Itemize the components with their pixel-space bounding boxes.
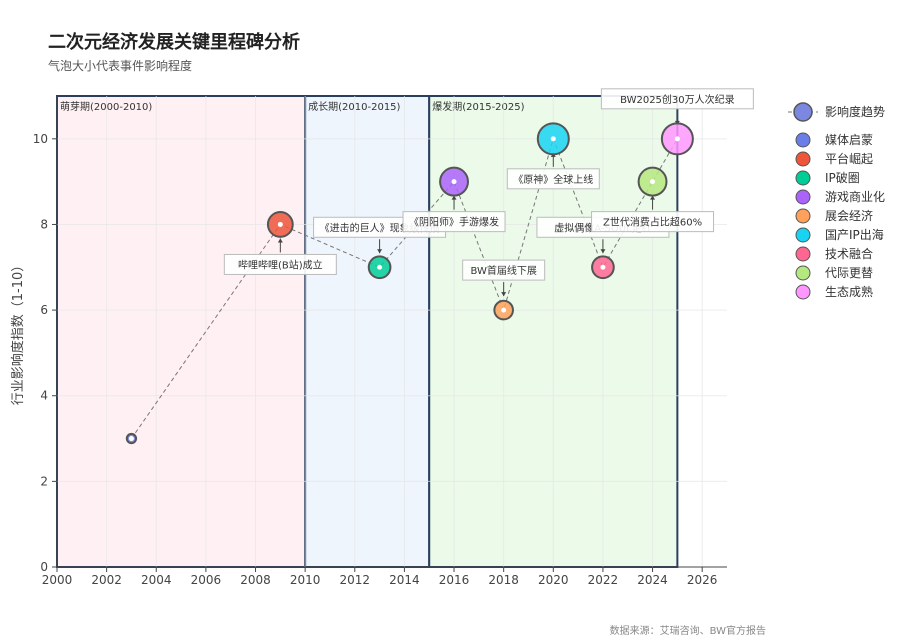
annotation-label: BW首届线下展 — [470, 264, 536, 277]
annotation-box — [462, 259, 546, 281]
bubble-center-dot — [674, 136, 680, 142]
period-band-1 — [56, 95, 307, 568]
x-tick-label: 2014 — [389, 573, 420, 587]
bubble-center-dot — [600, 264, 606, 270]
x-tick-label: 2020 — [538, 573, 569, 587]
legend-marker-3 — [795, 170, 811, 186]
chart-subtitle: 气泡大小代表事件影响程度 — [48, 58, 192, 73]
bubble-center-dot — [277, 221, 283, 227]
trend-line — [131, 137, 678, 439]
legend-label-8: 代际更替 — [825, 266, 873, 280]
period-band-2 — [304, 95, 431, 568]
x-tick-label: 2002 — [91, 573, 122, 587]
legend-label-6: 国产IP出海 — [825, 227, 884, 242]
annotation-label: 《原神》全球上线 — [513, 173, 593, 186]
legend-marker-9 — [795, 284, 811, 300]
annotation-arrowhead — [501, 292, 507, 297]
legend-marker-7 — [795, 246, 811, 262]
period-shading-layer: 萌芽期(2000-2010)成长期(2010-2015)爆发期(2015-202… — [56, 95, 679, 568]
x-tick-label: 2026 — [687, 573, 718, 587]
legend-marker-1 — [795, 132, 811, 148]
annotation-box — [223, 253, 337, 275]
x-tick-label: 2006 — [191, 573, 222, 587]
y-tick-label: 10 — [33, 132, 48, 146]
legend-trend-marker — [793, 102, 813, 122]
annotation-box — [506, 168, 600, 190]
bubble-layer — [125, 122, 694, 445]
legend-marker-8 — [795, 265, 811, 281]
annotation-label: Z世代消费占比超60% — [603, 216, 702, 229]
y-tick-label: 8 — [40, 217, 48, 231]
legend-label-9: 生态成熟 — [825, 284, 873, 299]
legend-marker-6 — [795, 227, 811, 243]
annotation-box — [591, 211, 715, 233]
annotation-arrowhead — [600, 249, 606, 254]
y-tick-label: 0 — [40, 560, 48, 574]
y-tick-label: 2 — [40, 474, 48, 488]
bubble-center-dot — [650, 179, 656, 185]
period-label-3: 爆发期(2015-2025) — [432, 100, 524, 113]
bubble-center-dot — [377, 264, 383, 270]
annotation-layer: 哔哩哔哩(B站)成立《进击的巨人》现象级传播《阴阳师》手游爆发BW首届线下展《原… — [223, 88, 754, 297]
annotation-label: 哔哩哔哩(B站)成立 — [238, 258, 323, 271]
chart-title: 二次元经济发展关键里程碑分析 — [48, 31, 300, 53]
annotation-arrowhead — [277, 238, 283, 243]
x-tick-label: 2016 — [439, 573, 470, 587]
bubble-center-dot — [451, 179, 457, 185]
x-tick-label: 2018 — [488, 573, 519, 587]
annotation-label: 《阴阳师》手游爆发 — [409, 216, 499, 229]
legend-label-7: 技术融合 — [825, 246, 873, 261]
legend-label-5: 展会经济 — [825, 208, 873, 223]
x-tick-label: 2024 — [637, 573, 668, 587]
bubble-center-dot — [550, 136, 556, 142]
legend-label-1: 媒体启蒙 — [825, 133, 873, 147]
x-tick-label: 2010 — [290, 573, 321, 587]
legend-label-4: 游戏商业化 — [825, 189, 885, 204]
y-tick-label: 4 — [40, 389, 48, 403]
legend-marker-5 — [795, 208, 811, 224]
x-tick-label: 2004 — [141, 573, 172, 587]
x-tick-label: 2008 — [240, 573, 271, 587]
y-tick-label: 6 — [40, 303, 48, 317]
legend-marker-2 — [795, 151, 811, 167]
annotation-arrowhead — [650, 195, 656, 200]
bubble-center-dot — [501, 307, 507, 313]
x-tick-label: 2022 — [588, 573, 619, 587]
x-tick-label: 2012 — [340, 573, 371, 587]
legend-trend-label: 影响度趋势 — [825, 104, 885, 119]
legend-marker-4 — [795, 189, 811, 205]
x-tick-label: 2000 — [42, 573, 73, 587]
annotation-box — [600, 88, 754, 110]
axis-layer: 2000 2002 2004 2006 2008 2010 2012 2014 2016 2018… — [33, 96, 727, 587]
trend-line-layer — [131, 137, 678, 439]
annotation-label: BW2025创30万人次纪录 — [620, 93, 735, 106]
legend-label-3: IP破圈 — [825, 170, 860, 185]
y-axis-label: 行业影响度指数（1-10） — [10, 259, 26, 406]
bubble-center-dot — [128, 436, 134, 442]
annotation-arrowhead — [451, 195, 457, 200]
source-note: 数据来源：艾瑞咨询、BW官方报告 — [610, 624, 766, 637]
annotation-arrowhead — [377, 249, 383, 254]
legend-label-2: 平台崛起 — [825, 151, 873, 166]
annotation-box — [402, 211, 506, 233]
